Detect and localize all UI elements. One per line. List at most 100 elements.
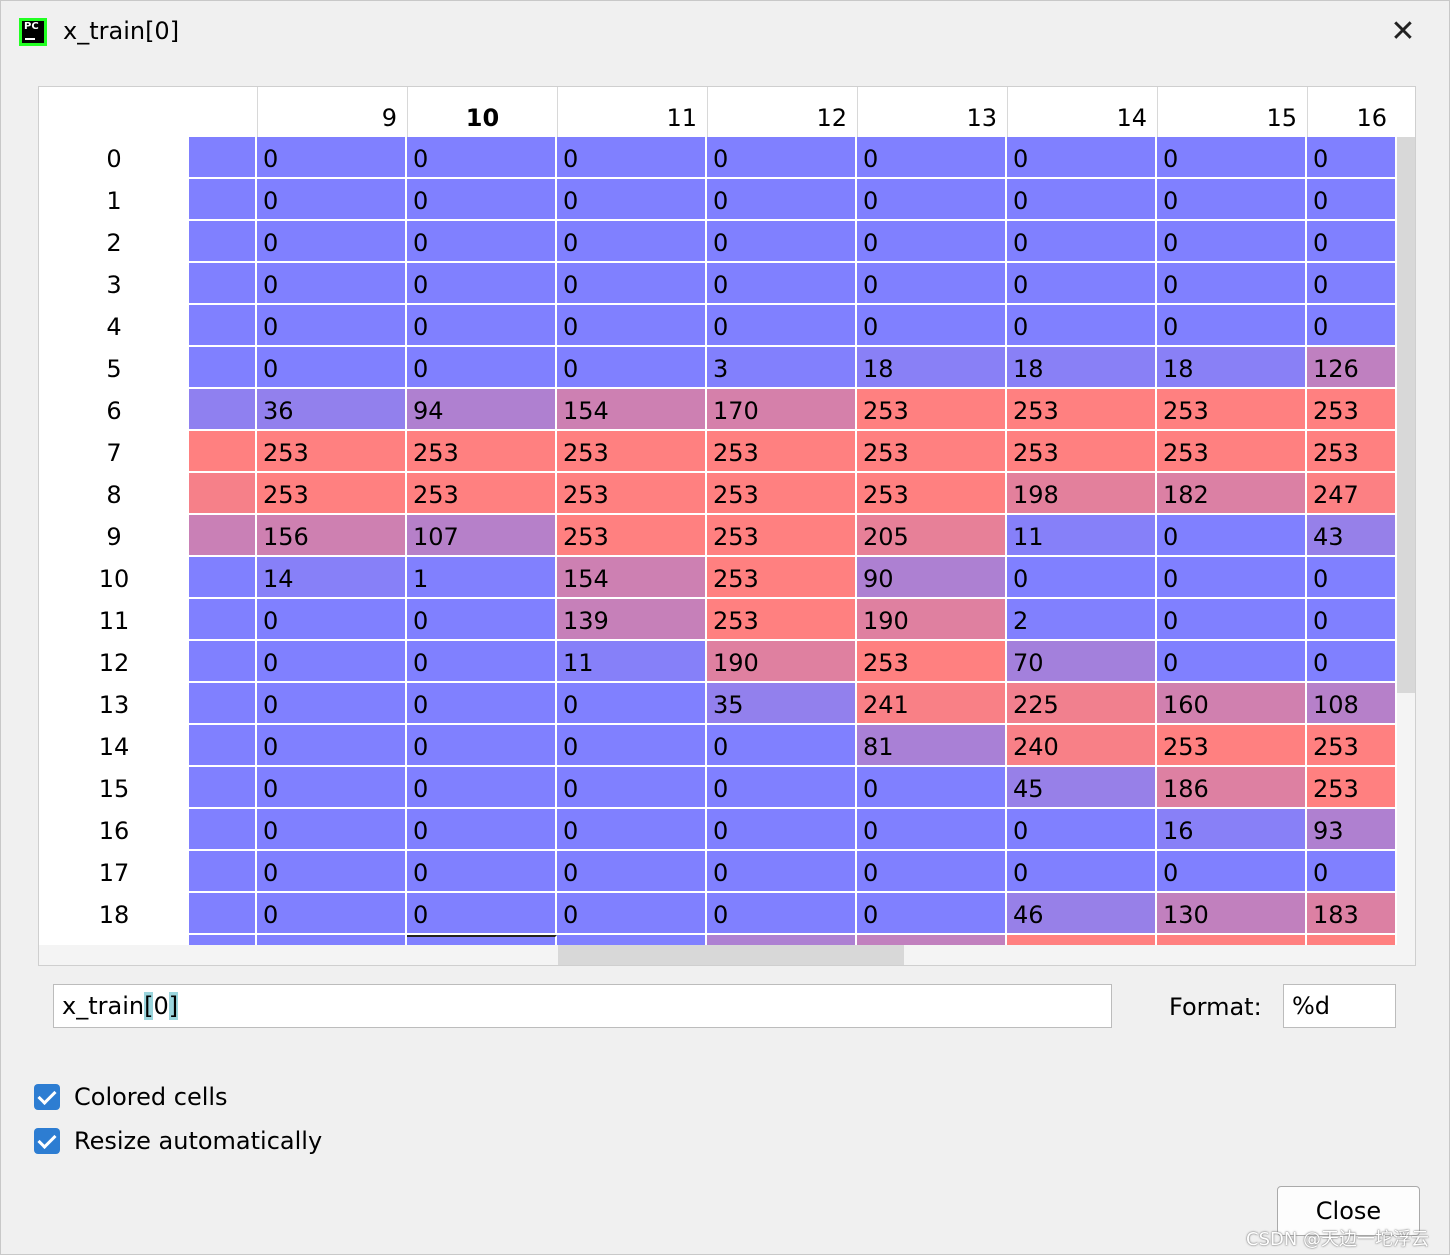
table-cell[interactable]: 14 xyxy=(257,557,407,598)
table-cell[interactable]: 36 xyxy=(257,389,407,430)
table-cell[interactable]: 0 xyxy=(407,179,557,220)
table-cell[interactable] xyxy=(189,431,257,472)
table-cell[interactable]: 0 xyxy=(1157,515,1307,556)
row-header-cell[interactable]: 2 xyxy=(106,229,122,257)
table-cell[interactable]: 0 xyxy=(257,179,407,220)
table-cell[interactable]: 253 xyxy=(857,473,1007,514)
table-cell[interactable]: 0 xyxy=(407,893,557,934)
row-header-cell[interactable]: 12 xyxy=(98,649,130,677)
table-cell[interactable]: 0 xyxy=(257,221,407,262)
table-cell[interactable] xyxy=(189,893,257,934)
table-cell[interactable]: 253 xyxy=(857,389,1007,430)
table-cell[interactable]: 190 xyxy=(707,641,857,682)
table-cell[interactable] xyxy=(189,473,257,514)
table-cell[interactable]: 0 xyxy=(1157,851,1307,892)
row-header-cell[interactable]: 0 xyxy=(106,145,122,173)
table-cell[interactable]: 0 xyxy=(1307,137,1397,178)
table-cell[interactable]: 0 xyxy=(407,767,557,808)
table-cell[interactable]: 0 xyxy=(1007,263,1157,304)
row-header-cell[interactable]: 1 xyxy=(106,187,122,215)
table-cell[interactable]: 0 xyxy=(257,809,407,850)
table-cell[interactable]: 139 xyxy=(557,599,707,640)
table-cell[interactable]: 0 xyxy=(407,599,557,640)
table-cell[interactable]: 43 xyxy=(1307,515,1397,556)
table-cell[interactable]: 170 xyxy=(707,389,857,430)
vertical-scrollbar-thumb[interactable] xyxy=(1397,137,1415,693)
table-cell[interactable]: 0 xyxy=(857,137,1007,178)
table-cell[interactable] xyxy=(189,137,257,178)
format-input[interactable]: %d xyxy=(1283,984,1396,1028)
table-cell[interactable]: 0 xyxy=(257,641,407,682)
table-cell[interactable]: 0 xyxy=(1157,305,1307,346)
table-cell[interactable]: 190 xyxy=(857,599,1007,640)
table-cell[interactable]: 18 xyxy=(1157,347,1307,388)
table-cell[interactable]: 0 xyxy=(407,347,557,388)
table-cell[interactable]: 0 xyxy=(257,893,407,934)
table-cell[interactable]: 253 xyxy=(1157,431,1307,472)
table-cell[interactable]: 16 xyxy=(1157,809,1307,850)
table-cell[interactable]: 253 xyxy=(707,557,857,598)
table-cell[interactable]: 253 xyxy=(407,473,557,514)
table-cell[interactable]: 0 xyxy=(407,221,557,262)
table-cell[interactable]: 160 xyxy=(1157,683,1307,724)
table-cell[interactable]: 0 xyxy=(257,305,407,346)
table-cell[interactable]: 0 xyxy=(707,137,857,178)
table-cell[interactable]: 0 xyxy=(1307,179,1397,220)
column-header-cell[interactable]: 11 xyxy=(557,87,707,137)
row-header-cell[interactable]: 6 xyxy=(106,397,122,425)
table-cell[interactable] xyxy=(189,515,257,556)
table-cell[interactable]: 0 xyxy=(707,179,857,220)
table-cell[interactable]: 0 xyxy=(1007,221,1157,262)
table-cell[interactable]: 0 xyxy=(557,305,707,346)
table-cell[interactable]: 0 xyxy=(557,809,707,850)
table-cell[interactable]: 0 xyxy=(557,683,707,724)
table-cell[interactable]: 0 xyxy=(257,599,407,640)
expression-input[interactable]: x_train[0] xyxy=(53,984,1112,1028)
table-cell[interactable]: 253 xyxy=(707,431,857,472)
table-cell[interactable]: 0 xyxy=(557,137,707,178)
table-cell[interactable]: 253 xyxy=(557,473,707,514)
column-header-cell[interactable]: 15 xyxy=(1157,87,1307,137)
table-cell[interactable] xyxy=(189,767,257,808)
table-cell[interactable]: 253 xyxy=(407,431,557,472)
table-cell[interactable]: 0 xyxy=(857,263,1007,304)
table-cell[interactable]: 0 xyxy=(1007,851,1157,892)
table-cell[interactable]: 0 xyxy=(707,893,857,934)
table-cell[interactable]: 0 xyxy=(1307,557,1397,598)
row-header-cell[interactable]: 8 xyxy=(106,481,122,509)
table-cell[interactable]: 253 xyxy=(557,431,707,472)
table-cell[interactable]: 0 xyxy=(407,809,557,850)
row-header-cell[interactable]: 18 xyxy=(98,901,130,929)
table-cell[interactable]: 0 xyxy=(707,851,857,892)
table-cell[interactable]: 0 xyxy=(1007,305,1157,346)
table-cell[interactable] xyxy=(189,557,257,598)
table-cell[interactable]: 253 xyxy=(707,599,857,640)
table-cell[interactable]: 0 xyxy=(857,893,1007,934)
table-cell[interactable]: 0 xyxy=(407,851,557,892)
column-header-cell[interactable]: 14 xyxy=(1007,87,1157,137)
table-cell[interactable]: 253 xyxy=(1307,725,1397,766)
table-cell[interactable] xyxy=(189,851,257,892)
table-cell[interactable]: 0 xyxy=(1007,557,1157,598)
table-cell[interactable]: 0 xyxy=(857,179,1007,220)
table-cell[interactable]: 0 xyxy=(257,851,407,892)
close-x-icon[interactable]: ✕ xyxy=(1390,14,1416,49)
table-cell[interactable]: 154 xyxy=(557,557,707,598)
table-cell[interactable]: 0 xyxy=(1157,641,1307,682)
table-cell[interactable]: 35 xyxy=(707,683,857,724)
table-cell[interactable]: 0 xyxy=(557,851,707,892)
table-cell[interactable]: 81 xyxy=(857,725,1007,766)
table-cell[interactable]: 126 xyxy=(1307,347,1397,388)
table-cell[interactable]: 0 xyxy=(257,263,407,304)
table-cell[interactable]: 90 xyxy=(857,557,1007,598)
table-cell[interactable]: 0 xyxy=(407,305,557,346)
table-cell[interactable]: 253 xyxy=(707,515,857,556)
table-cell[interactable]: 186 xyxy=(1157,767,1307,808)
table-cell[interactable]: 0 xyxy=(407,683,557,724)
table-cell[interactable]: 0 xyxy=(1007,137,1157,178)
table-cell[interactable]: 0 xyxy=(407,263,557,304)
column-header-cell[interactable]: 12 xyxy=(707,87,857,137)
table-cell[interactable]: 0 xyxy=(707,305,857,346)
table-cell[interactable]: 0 xyxy=(407,641,557,682)
column-header-cell[interactable] xyxy=(189,87,257,137)
